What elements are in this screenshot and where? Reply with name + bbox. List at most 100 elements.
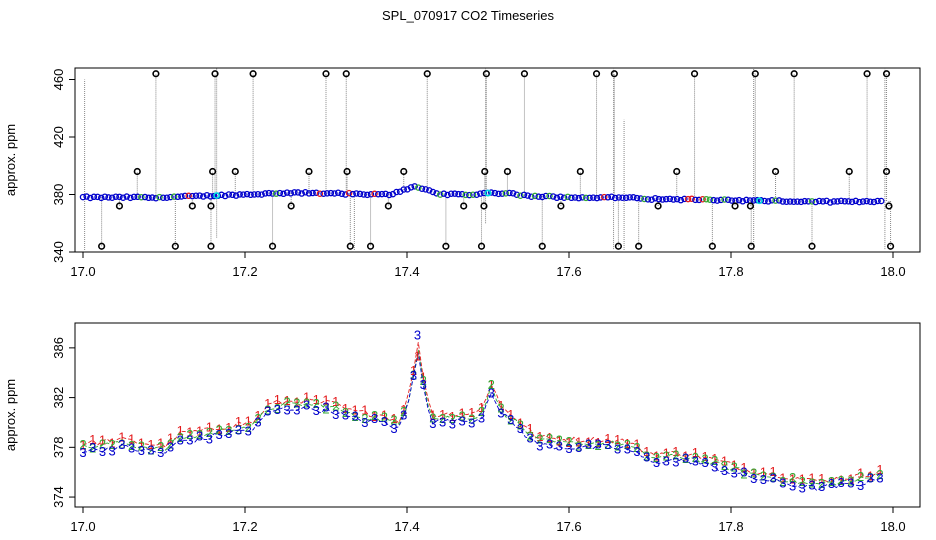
baseline-point (568, 194, 575, 202)
series-1-marker: 1 (779, 470, 786, 485)
series-1-marker: 1 (536, 429, 543, 444)
series-1-marker: 1 (293, 394, 300, 409)
baseline-point (834, 198, 841, 205)
outlier-point-8 (592, 70, 601, 78)
series-1-marker: 1 (313, 392, 320, 407)
series-2-marker: 2 (488, 377, 495, 392)
series-3-marker: 3 (352, 409, 359, 424)
series-1-marker: 1 (789, 472, 796, 487)
peak-marker-1: 1 (414, 349, 421, 364)
series-1-marker: 1 (604, 431, 611, 446)
baseline-point (506, 189, 513, 197)
outlier-point-37 (731, 202, 739, 210)
y-axis-title-1: approx. ppm (3, 379, 18, 451)
baseline-point (564, 193, 572, 201)
outlier-point-20 (400, 167, 408, 176)
baseline-point (597, 194, 604, 201)
baseline-point (878, 197, 885, 205)
series-1-marker: 1 (575, 434, 582, 449)
series-2-marker: 2 (546, 431, 553, 446)
series-1-marker: 1 (352, 403, 359, 418)
baseline-point (127, 194, 134, 202)
series-2-marker: 2 (740, 466, 747, 481)
series-2-marker: 2 (468, 411, 475, 426)
baseline-point (272, 190, 280, 197)
baseline-point (498, 190, 506, 197)
series-3-marker: 3 (556, 439, 563, 454)
baseline-point (775, 197, 783, 204)
baseline-point (167, 193, 174, 201)
x-tick-label-1-1: 17.2 (232, 519, 257, 534)
series-3-marker: 3 (488, 386, 495, 401)
baseline-point (502, 190, 510, 197)
baseline-point (411, 183, 418, 190)
series-1-marker: 1 (167, 430, 174, 445)
baseline-point (575, 194, 582, 202)
baseline-point (105, 194, 112, 201)
baseline-point (79, 193, 87, 201)
baseline-point (633, 194, 641, 202)
baseline-point (863, 197, 870, 205)
series-1-marker: 1 (740, 460, 747, 475)
series-2-marker: 2 (799, 474, 806, 489)
cyan-point-0 (213, 192, 221, 199)
series-3-marker: 3 (235, 423, 242, 438)
baseline-point (101, 193, 109, 200)
series-3-marker: 3 (672, 454, 679, 469)
series-3-marker: 3 (604, 437, 611, 452)
series-3-marker: 3 (682, 451, 689, 466)
outlier-point-53 (808, 242, 816, 250)
series-2-marker: 2 (624, 437, 631, 452)
baseline-point (823, 197, 830, 205)
series-2-marker: 2 (245, 420, 252, 435)
baseline-point (721, 196, 728, 203)
outlier-point-13 (863, 70, 871, 78)
x-tick-label-1-5: 18.0 (880, 519, 905, 534)
baseline-point (652, 194, 659, 202)
series-3-marker: 3 (876, 471, 883, 486)
plot-frame-0 (74, 67, 921, 253)
x-tick-label-0-4: 17.8 (718, 264, 743, 279)
baseline-point (677, 196, 685, 204)
baseline-point (783, 198, 790, 206)
series-1-marker: 1 (390, 411, 397, 426)
baseline-point (608, 193, 615, 200)
series-1-marker: 1 (731, 457, 738, 472)
baseline-point (600, 193, 608, 201)
series-3-marker: 3 (371, 411, 378, 426)
series-1-marker: 1 (342, 401, 349, 416)
baseline-point (458, 190, 466, 198)
baseline-point (590, 194, 597, 201)
baseline-point (141, 193, 149, 201)
baseline-point (794, 198, 801, 205)
series-2-marker: 2 (595, 438, 602, 453)
series-2-marker: 2 (808, 476, 815, 491)
series-3-marker: 3 (565, 441, 572, 456)
series-2-marker: 2 (371, 408, 378, 423)
baseline-point (200, 193, 207, 200)
series-1-marker: 1 (177, 423, 184, 438)
series-2-marker: 2 (177, 430, 184, 445)
series-1-marker: 1 (847, 472, 854, 487)
series-2-marker: 2 (79, 437, 86, 452)
outlier-point-47 (477, 242, 486, 250)
series-line-2 (82, 349, 881, 486)
outlier-point-25 (771, 167, 780, 176)
baseline-point (309, 189, 316, 197)
series-2-marker: 2 (186, 427, 193, 442)
baseline-point (622, 194, 630, 202)
series-2-marker: 2 (565, 434, 572, 449)
series-1-marker: 1 (478, 400, 485, 415)
baseline-point (371, 190, 378, 198)
baseline-point (265, 189, 273, 197)
baseline-point (819, 198, 827, 205)
baseline-point (189, 192, 196, 200)
baseline-point (364, 191, 371, 199)
outlier-point-27 (882, 167, 891, 176)
baseline-point (786, 198, 794, 205)
baseline-point (130, 193, 138, 201)
cyan-point-2 (755, 197, 763, 205)
baseline-point (790, 198, 798, 205)
baseline-point (604, 194, 612, 201)
baseline-point (327, 189, 335, 197)
